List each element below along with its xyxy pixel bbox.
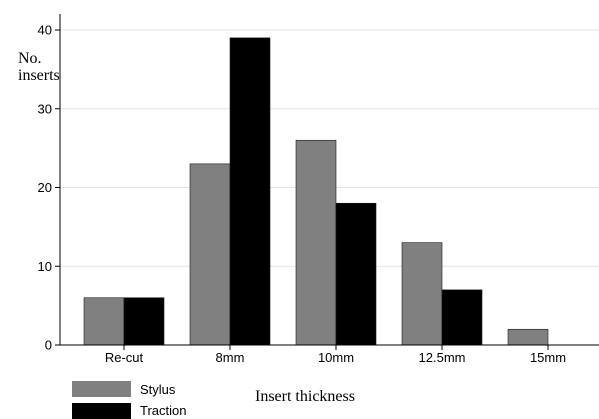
x-tick-label: 8mm [216,350,245,365]
bar-traction-8mm [229,37,271,346]
axes [59,14,599,346]
x-tick-label: 10mm [318,350,354,365]
x-tick-label: Re-cut [105,350,144,365]
legend-swatch-stylus [72,381,131,397]
bar-traction-10mm [335,202,377,346]
bar-stylus-15mm [507,328,549,346]
bar-traction-recut [123,297,165,346]
bar-stylus-125mm [401,242,443,346]
legend-label-stylus: Stylus [140,382,176,397]
y-axis-label-line1: No. [18,50,42,67]
x-tick-label: 12.5mm [419,350,466,365]
y-tick-label: 40 [38,23,52,38]
y-tick-label: 10 [38,259,52,274]
y-ticks: 0 10 20 30 40 [38,23,60,353]
bar-stylus-10mm [295,139,337,346]
bars [83,37,549,346]
y-axis-label-line2: inserts [18,67,60,84]
legend: Stylus Traction [72,381,186,419]
y-tick-label: 30 [38,101,52,116]
y-tick-label: 0 [45,338,52,353]
y-tick-label: 20 [38,180,52,195]
legend-label-traction: Traction [140,403,186,418]
bar-stylus-8mm [189,163,231,346]
bar-stylus-recut [83,297,125,346]
bar-traction-125mm [441,289,483,346]
x-tick-label: 15mm [530,350,566,365]
legend-swatch-traction [72,403,131,419]
x-ticks: Re-cut 8mm 10mm 12.5mm 15mm [105,345,566,365]
x-axis-label: Insert thickness [255,388,355,405]
